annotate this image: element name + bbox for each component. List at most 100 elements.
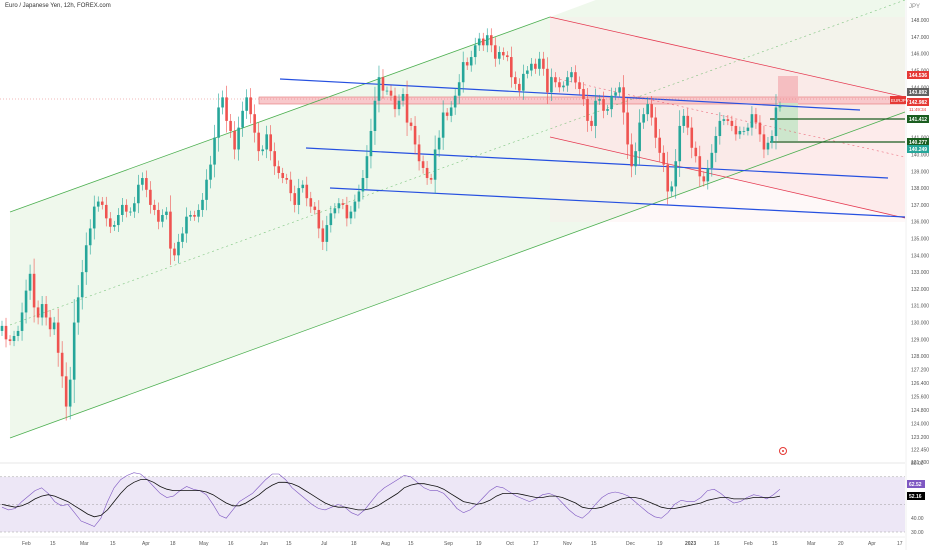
candle-body bbox=[0, 325, 4, 331]
candle-body bbox=[56, 322, 60, 353]
candle-body bbox=[746, 127, 750, 131]
ascending-channel-upper bbox=[9, 16, 551, 213]
alert-icon[interactable] bbox=[779, 447, 787, 455]
candle-body bbox=[534, 63, 537, 69]
y-tick-label: 129.000 bbox=[911, 337, 929, 343]
candle-body bbox=[718, 120, 722, 137]
y-tick-label: 131.000 bbox=[911, 304, 929, 310]
candle-body bbox=[514, 77, 517, 84]
candle-body bbox=[690, 127, 694, 148]
candle-body bbox=[501, 52, 505, 56]
countdown-badge bbox=[907, 106, 929, 113]
candle-body bbox=[104, 204, 108, 219]
candle-body bbox=[457, 82, 461, 96]
price-label-text: 143.892 bbox=[909, 90, 927, 96]
x-tick-label: 2023 bbox=[685, 541, 696, 547]
x-tick-label: Jun bbox=[260, 541, 268, 547]
candle-body bbox=[465, 62, 469, 66]
candle-body bbox=[4, 325, 8, 340]
candle-body bbox=[658, 137, 661, 153]
position-stop-box bbox=[778, 103, 798, 141]
x-tick-label: 17 bbox=[533, 541, 539, 547]
y-tick-label: 124.000 bbox=[911, 421, 929, 427]
candle-body bbox=[173, 248, 176, 256]
x-tick-label: May bbox=[199, 541, 209, 547]
price-label-badge bbox=[907, 98, 929, 106]
candle-body bbox=[64, 376, 68, 407]
candle-body bbox=[129, 211, 132, 213]
candle-body bbox=[774, 107, 778, 137]
candle-body bbox=[229, 120, 232, 131]
candle-body bbox=[546, 68, 549, 93]
candle-body bbox=[36, 307, 40, 318]
candle-body bbox=[185, 216, 188, 234]
candle-body bbox=[622, 87, 625, 113]
x-tick-label: 15 bbox=[50, 541, 56, 547]
x-tick-label: 19 bbox=[476, 541, 482, 547]
symbol-tag-text: EURJPY bbox=[891, 98, 909, 103]
candle-body bbox=[686, 115, 690, 128]
candle-body bbox=[313, 206, 317, 210]
x-tick-label: Jul bbox=[321, 541, 327, 547]
candle-body bbox=[766, 142, 770, 150]
candle-body bbox=[674, 161, 678, 187]
y-tick-label: 133.000 bbox=[911, 270, 929, 276]
rsi-tick-label: 30.00 bbox=[911, 530, 924, 536]
candle-body bbox=[594, 100, 597, 126]
candle-body bbox=[369, 130, 373, 157]
x-tick-label: Apr bbox=[868, 541, 876, 547]
price-label-text: 144.536 bbox=[909, 73, 927, 79]
candle-body bbox=[562, 85, 565, 88]
candle-body bbox=[149, 189, 152, 205]
y-tick-label: 128.000 bbox=[911, 354, 929, 360]
candle-body bbox=[602, 99, 605, 111]
candle-body bbox=[40, 304, 44, 318]
x-tick-label: 18 bbox=[170, 541, 176, 547]
y-tick-label: 121.700 bbox=[911, 460, 929, 466]
candle-body bbox=[297, 188, 301, 205]
candle-body bbox=[409, 122, 413, 126]
candle-body bbox=[518, 83, 521, 91]
candle-body bbox=[413, 125, 417, 145]
descending-channel-median bbox=[549, 76, 906, 158]
candle-body bbox=[289, 179, 293, 194]
trendline-middle bbox=[305, 147, 889, 179]
rsi-ma-line bbox=[1, 479, 781, 518]
candle-body bbox=[493, 45, 497, 59]
candle-body bbox=[618, 87, 621, 93]
candle-body bbox=[133, 203, 136, 212]
price-label-badge bbox=[907, 138, 929, 146]
candle-body bbox=[52, 322, 56, 330]
candle-body bbox=[542, 58, 545, 69]
descending-channel-lower bbox=[549, 136, 906, 219]
chart-title: Euro / Japanese Yen, 12h, FOREX.com bbox=[5, 3, 111, 9]
candle-body bbox=[750, 114, 754, 128]
candle-body bbox=[249, 97, 252, 115]
candle-body bbox=[357, 191, 361, 202]
candle-body bbox=[497, 52, 501, 59]
price-label-text: 142.982 bbox=[909, 100, 927, 106]
price-label-text: 141.412 bbox=[909, 117, 927, 123]
rsi-value-badge bbox=[907, 480, 925, 488]
y-tick-label: 122.450 bbox=[911, 447, 929, 453]
y-tick-label: 123.200 bbox=[911, 435, 929, 441]
descending-channel-fill bbox=[550, 17, 905, 218]
candle-body bbox=[84, 245, 88, 273]
y-tick-label: 138.000 bbox=[911, 186, 929, 192]
x-tick-label: Feb bbox=[22, 541, 31, 547]
candle-body bbox=[682, 115, 686, 126]
candle-body bbox=[213, 137, 216, 165]
candle-body bbox=[141, 178, 144, 185]
candle-body bbox=[137, 184, 140, 204]
candle-body bbox=[125, 204, 128, 212]
y-tick-label: 146.000 bbox=[911, 52, 929, 58]
candle-body bbox=[453, 95, 457, 108]
rsi-value-badge bbox=[907, 492, 925, 500]
candle-body bbox=[606, 109, 609, 111]
candle-body bbox=[261, 149, 264, 152]
price-label-text: 140.249 bbox=[909, 147, 927, 153]
candle-body bbox=[558, 82, 561, 88]
price-label-badge bbox=[907, 145, 929, 153]
